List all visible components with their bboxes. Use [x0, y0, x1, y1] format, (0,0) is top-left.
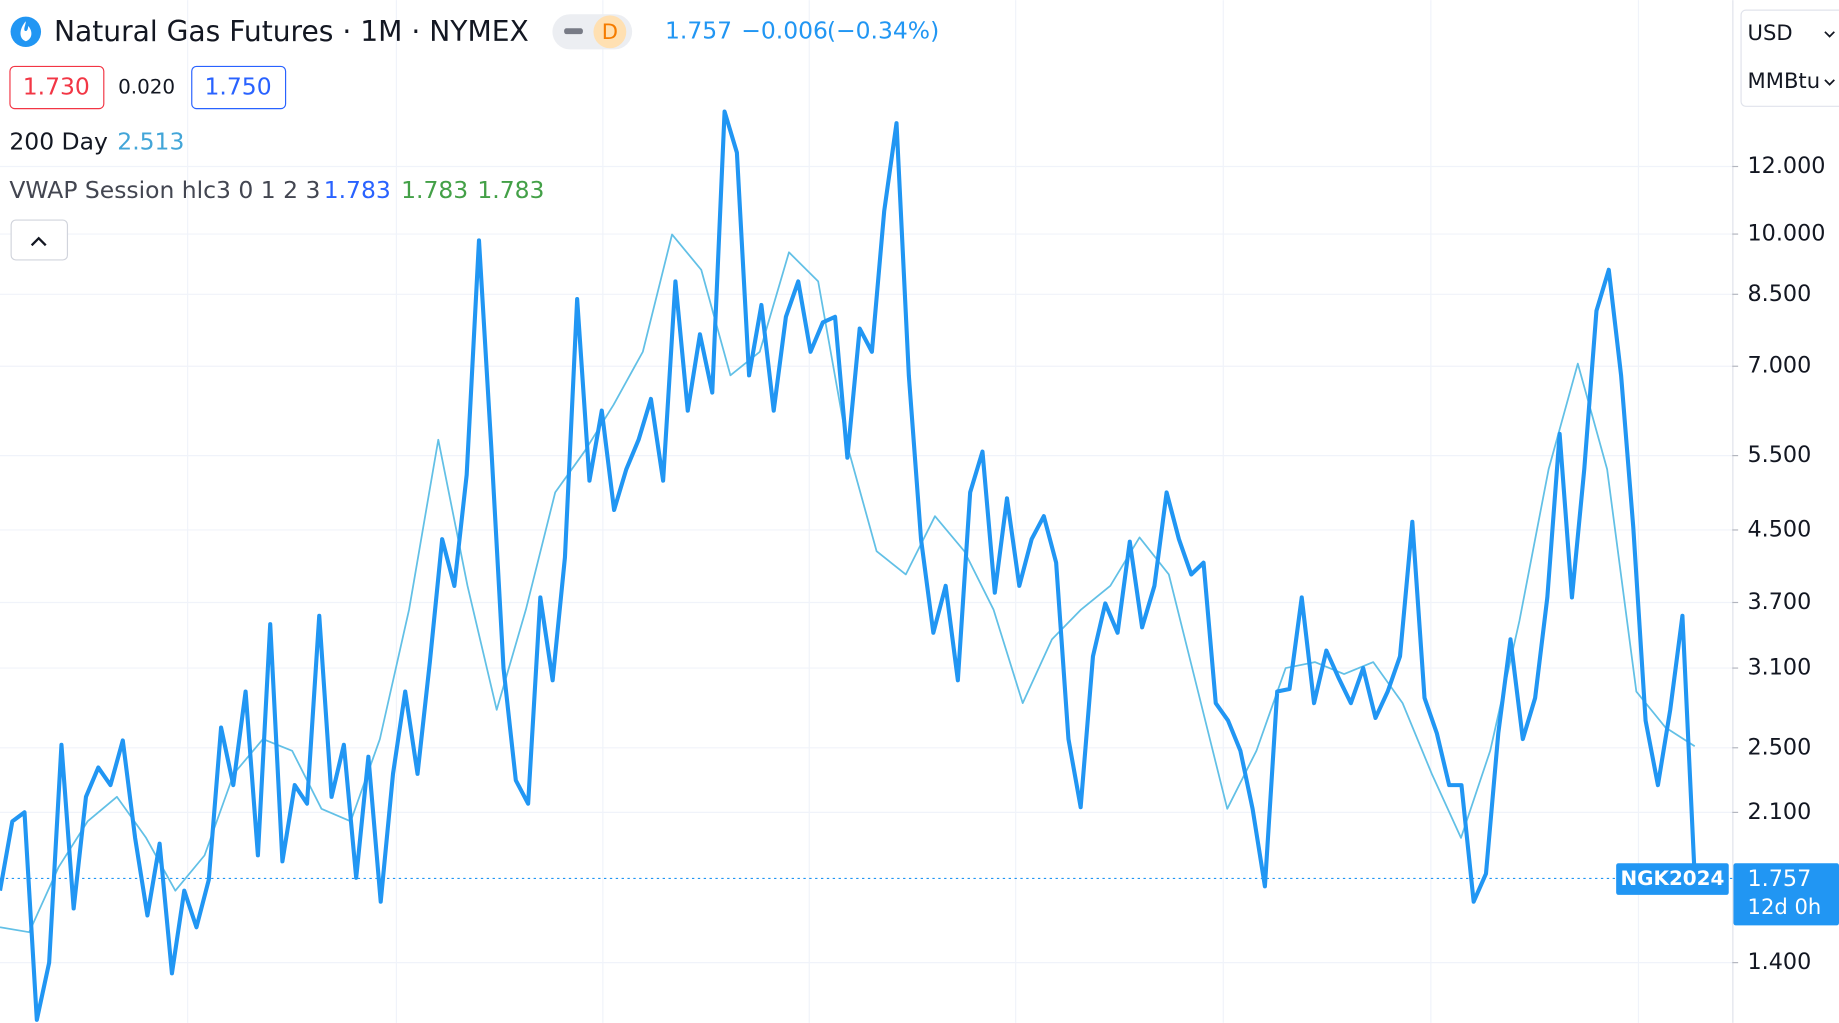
y-tick-label: 4.500	[1748, 516, 1812, 542]
ma-legend-value: 2.513	[117, 128, 184, 156]
y-tick-label: 2.100	[1748, 799, 1812, 825]
ask-box[interactable]	[191, 65, 287, 110]
y-tick-label: 12.000	[1748, 153, 1826, 179]
interval-badge: D	[602, 19, 618, 44]
y-tick-label: 7.000	[1748, 353, 1812, 379]
symbol-label-bg	[1616, 863, 1729, 895]
symbol-label: NGK2024	[1620, 867, 1724, 890]
price-scale	[1732, 0, 1839, 1023]
caret	[1824, 79, 1835, 86]
y-tick-label: 3.100	[1748, 655, 1812, 681]
vwap-value: 1.783	[401, 176, 468, 204]
pill-minus	[564, 28, 583, 35]
countdown: 12d 0h	[1748, 894, 1822, 919]
bid-value: 1.730	[23, 73, 90, 101]
y-tick-label: 5.500	[1748, 442, 1812, 468]
y-tick-label: 10.000	[1748, 221, 1826, 247]
spread-value: 0.020	[118, 76, 175, 99]
vwap-label: VWAP Session hlc3 0 1 2 3	[9, 176, 320, 204]
y-tick-label: 2.500	[1748, 734, 1812, 760]
ask-value: 1.750	[205, 73, 272, 101]
bid-box[interactable]	[9, 65, 105, 110]
unit-selector[interactable]	[1740, 9, 1839, 107]
ma-legend-name: 200 Day	[9, 128, 108, 156]
vwap-value: 1.783	[477, 176, 544, 204]
chevron-up	[30, 236, 47, 247]
badge	[593, 15, 627, 49]
y-tick-label: 3.700	[1748, 589, 1812, 615]
price-line	[0, 109, 1697, 1022]
last-price: 1.757	[665, 16, 732, 44]
y-tick-label: 8.500	[1748, 281, 1812, 307]
vwap-value: 1.783	[324, 176, 391, 204]
y-tick-label: 1.400	[1748, 949, 1812, 975]
price-label: 1.757	[1748, 866, 1812, 892]
flame-icon	[20, 21, 32, 42]
price-change-pct: (−0.34%)	[827, 16, 939, 44]
symbol-title[interactable]: Natural Gas Futures · 1M · NYMEX	[54, 15, 529, 48]
unit[interactable]: MMBtu	[1748, 68, 1821, 93]
currency[interactable]: USD	[1748, 20, 1793, 45]
caret	[1824, 31, 1835, 38]
price-label-bg	[1733, 863, 1839, 926]
price-change: −0.006	[741, 16, 828, 44]
